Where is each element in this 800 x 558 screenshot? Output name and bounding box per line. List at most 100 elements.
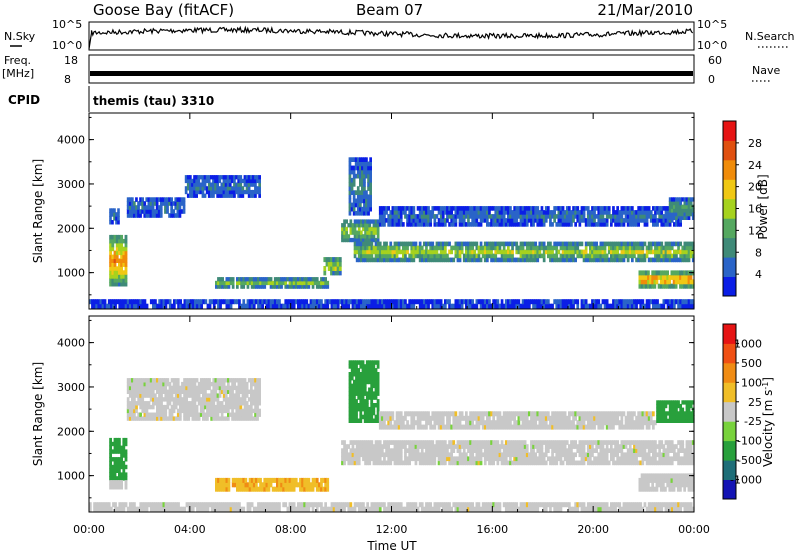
echo-cell [208,378,211,382]
echo-cell [259,478,262,483]
echo-cell [278,299,281,304]
echo-cell [364,388,367,393]
echo-cell [179,416,182,420]
echo-cell [621,448,624,453]
echo-cell [345,219,348,223]
echo-cell [616,452,619,457]
echo-cell [256,405,259,409]
echo-cell [591,444,594,449]
echo-cell [177,382,180,386]
echo-cell [656,222,659,227]
echo-cell [606,456,609,461]
echo-cell [413,258,416,263]
echo-cell [111,243,114,248]
echo-cell [164,413,167,417]
echo-cell [389,420,392,425]
echo-cell [169,382,172,386]
echo-cell [629,444,632,449]
echo-cell [509,206,512,211]
echo-cell [450,250,453,255]
echo-cell [690,275,693,280]
echo-cell [526,222,529,227]
echo-cell [463,218,466,223]
echo-cell [125,476,128,480]
echo-cell [576,206,579,211]
echo-cell [675,444,678,449]
echo-cell [608,206,611,211]
echo-cell [551,222,554,227]
echo-cell [179,413,182,417]
echo-cell [293,487,296,492]
echo-cell [627,258,630,263]
echo-cell [583,448,586,453]
echo-cell [258,397,261,401]
echo-cell [233,194,236,198]
echo-cell [488,299,491,304]
echo-cell [444,304,447,309]
echo-cell [231,409,234,413]
freq-label: Freq. [4,54,31,67]
echo-cell [169,299,172,304]
echo-cell [228,482,231,487]
echo-cell [654,214,657,219]
echo-cell [446,448,449,453]
echo-cell [476,242,479,247]
echo-region [639,270,695,288]
echo-cell [179,213,182,218]
freq-tick-low: 8 [64,73,71,86]
echo-cell [444,250,447,255]
echo-region [341,219,379,242]
echo-cell [166,205,169,210]
echo-cell [125,251,128,256]
echo-cell [125,485,128,490]
echo-cell [366,403,369,408]
echo-cell [656,279,659,284]
freq-tick-high: 18 [64,54,78,67]
echo-cell [452,258,455,263]
echo-cell [239,183,242,187]
colorbar-segment [723,121,736,141]
echo-cell [425,246,428,251]
echo-cell [532,222,535,227]
echo-cell [204,194,207,198]
echo-cell [608,461,611,466]
echo-cell [312,487,315,492]
echo-cell [660,440,663,445]
echo-cell [585,299,588,304]
echo-cell [254,194,257,198]
echo-cell [505,456,508,461]
echo-cell [593,210,596,215]
echo-cell [230,304,233,309]
echo-cell [570,222,573,227]
echo-cell [553,218,556,223]
echo-cell [543,222,546,227]
echo-cell [305,299,308,304]
echo-cell [486,218,489,223]
echo-cell [431,440,434,445]
echo-cell [316,478,319,483]
echo-cell [352,444,355,449]
echo-cell [245,478,248,483]
echo-cell [499,246,502,251]
echo-cell [189,175,192,179]
colorbar-tick-label: 24 [748,159,762,172]
echo-cell [177,378,180,382]
echo-cell [494,254,497,259]
echo-cell [492,461,495,466]
echo-cell [558,250,561,255]
echo-cell [644,258,647,263]
echo-cell [202,190,205,194]
nsky-tick-low: 10^0 [52,39,82,52]
echo-cell [606,222,609,227]
colorbar-segment [723,277,736,297]
echo-cell [320,482,323,487]
echo-cell [339,262,342,267]
echo-cell [343,223,346,227]
echo-cell [595,448,598,453]
echo-cell [120,243,123,248]
echo-cell [677,246,680,251]
echo-cell [406,246,409,251]
echo-cell [497,461,500,466]
echo-cell [236,285,239,289]
nave-tick-low: 0 [708,73,715,86]
